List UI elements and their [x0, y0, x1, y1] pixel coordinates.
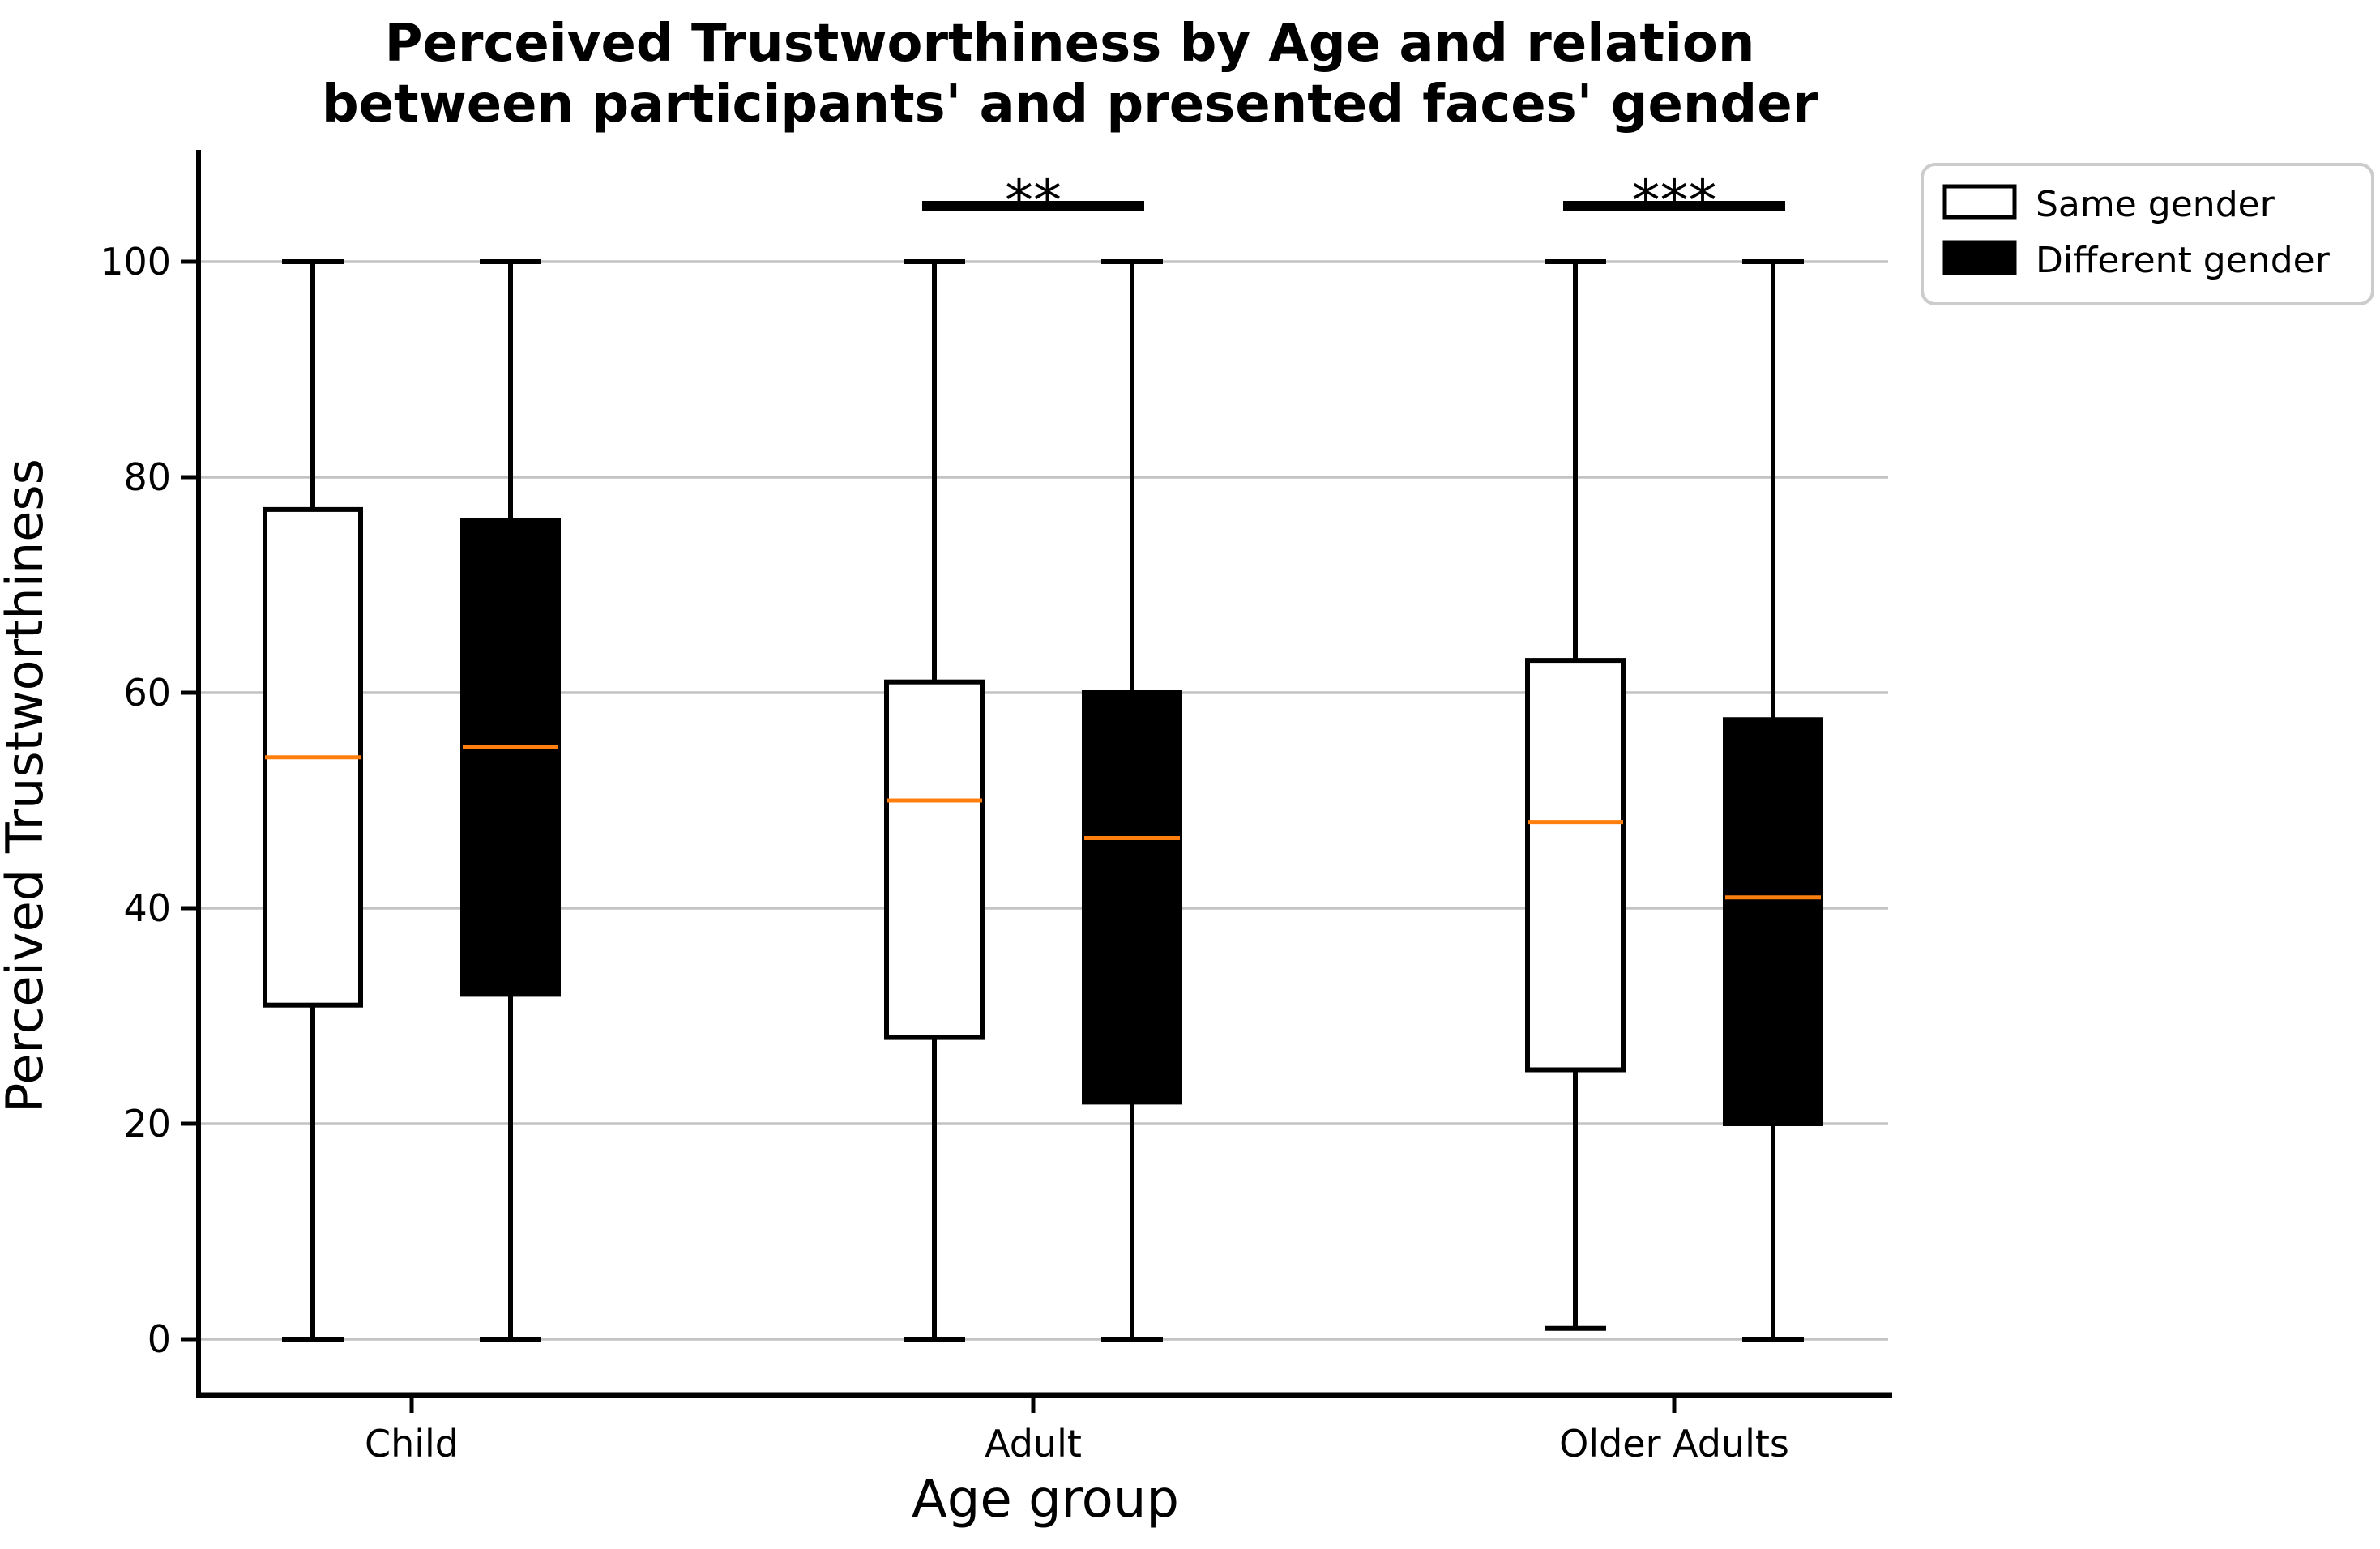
- box-adult-same-gender: [884, 679, 985, 1040]
- y-tick-label-60: 60: [123, 671, 171, 715]
- legend: Same gender Different gender: [1921, 163, 2374, 305]
- box-child-different-gender: [460, 518, 561, 997]
- y-tick-label-100: 100: [100, 240, 171, 284]
- y-tick-label-80: 80: [123, 455, 171, 499]
- significance-bar-older-adults: [1563, 201, 1785, 211]
- x-tick-label-adult: Adult: [985, 1422, 1082, 1466]
- x-ticks-layer: Child Adult Older Adults: [365, 1395, 1789, 1466]
- y-tick-label-20: 20: [123, 1102, 171, 1146]
- box-older-adults-different-gender: [1723, 717, 1823, 1126]
- boxplot-child-same-gender: [263, 259, 363, 1342]
- box-older-adults-same-gender: [1525, 658, 1626, 1073]
- chart-title-line1: Perceived Trustworthiness by Age and rel…: [385, 14, 1755, 74]
- box-adult-different-gender: [1082, 690, 1182, 1105]
- boxplot-older-adults-different-gender: [1723, 259, 1823, 1342]
- chart-title-line2: between participants' and presented face…: [322, 75, 1818, 134]
- significance-layer: ** ***: [922, 168, 1785, 234]
- x-tick-label-older-adults: Older Adults: [1559, 1422, 1789, 1466]
- x-tick-label-child: Child: [365, 1422, 459, 1466]
- legend-swatch-different-gender: [1942, 240, 2017, 275]
- significance-label-adult: **: [1005, 168, 1062, 234]
- y-tick-label-40: 40: [123, 886, 171, 930]
- boxplot-adult-same-gender: [884, 259, 985, 1342]
- legend-swatch-same-gender: [1942, 184, 2017, 220]
- y-ticks-layer: 0 20 40 60 80 100: [100, 240, 199, 1361]
- significance-bar-adult: [922, 201, 1144, 211]
- y-tick-label-0: 0: [147, 1317, 171, 1361]
- boxplot-older-adults-same-gender: [1525, 259, 1626, 1331]
- boxes-layer: [263, 259, 1823, 1342]
- legend-label-same-gender: Same gender: [2036, 184, 2275, 225]
- legend-box: [1921, 163, 2374, 305]
- legend-label-different-gender: Different gender: [2036, 240, 2331, 281]
- significance-label-older-adults: ***: [1632, 168, 1717, 234]
- boxplot-adult-different-gender: [1082, 259, 1182, 1342]
- x-axis-label: Age group: [912, 1470, 1179, 1530]
- y-axis-label: Perceived Trustworthiness: [0, 459, 54, 1113]
- boxplot-child-different-gender: [460, 259, 561, 1342]
